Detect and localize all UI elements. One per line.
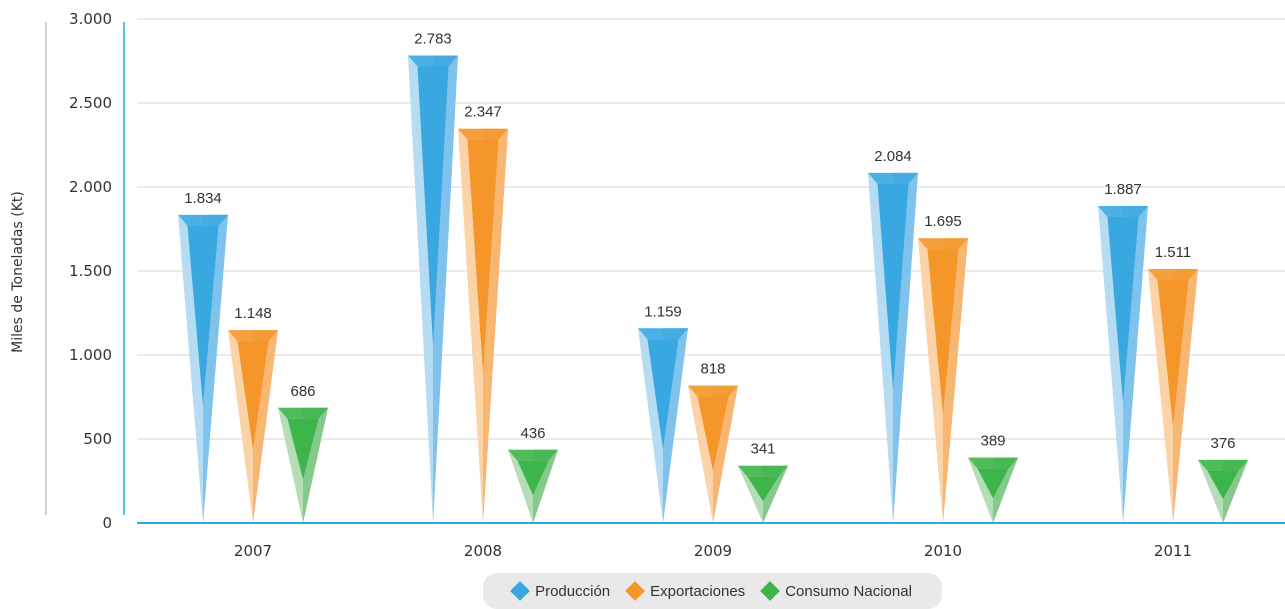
bar-2008-2 (508, 449, 558, 523)
legend-label: Consumo Nacional (785, 582, 912, 600)
x-tick-label: 2007 (234, 542, 272, 560)
x-tick-label: 2010 (924, 542, 962, 560)
data-label: 1.887 (1104, 181, 1142, 198)
bar-2010-2 (968, 457, 1018, 523)
data-label: 436 (520, 425, 545, 442)
data-label: 2.347 (464, 104, 502, 121)
data-label: 1.159 (644, 303, 682, 320)
y-tick-label: 1.500 (69, 262, 112, 280)
data-label: 1.511 (1155, 244, 1191, 261)
x-tick-label: 2009 (694, 542, 732, 560)
y-tick-labels: 0 500 1.000 1.500 2.000 2.500 3.000 (69, 10, 112, 532)
y-tick-label: 2.000 (69, 178, 112, 196)
bar-2009-1 (688, 385, 738, 523)
legend-item-exportaciones[interactable]: Exportaciones (625, 581, 746, 601)
data-label: 1.148 (234, 305, 272, 322)
data-label: 376 (1210, 435, 1235, 452)
legend-label: Exportaciones (650, 582, 746, 600)
y-tick-label: 3.000 (69, 10, 112, 28)
value-labels: 1.834 1.148 686 2.783 2.347 436 1.159 818 341 2.0… (184, 30, 1235, 457)
legend-item-produccion[interactable]: Producción (510, 581, 611, 601)
data-label: 686 (290, 383, 315, 400)
data-label: 818 (700, 361, 725, 378)
bar-2011-1 (1148, 269, 1198, 523)
bar-2007-1 (228, 330, 278, 523)
y-tick-label: 0 (102, 514, 112, 532)
legend: Producción Exportaciones Consumo Naciona… (483, 573, 942, 609)
bar-2011-0 (1098, 205, 1148, 523)
y-tick-label: 500 (83, 430, 112, 448)
x-tick-labels: 2007 2008 2009 2010 2011 (234, 542, 1192, 560)
data-label: 389 (980, 433, 1005, 450)
diamond-icon (625, 581, 646, 601)
bar-2011-2 (1198, 459, 1248, 523)
legend-label: Producción (535, 582, 611, 600)
legend-item-consumo-nacional[interactable]: Consumo Nacional (760, 581, 912, 601)
y-axis-label: Miles de Toneladas (Kt) (10, 191, 26, 353)
bar-2010-0 (868, 172, 918, 523)
data-label: 341 (750, 441, 775, 458)
y-tick-label: 2.500 (69, 94, 112, 112)
diamond-icon (510, 581, 530, 601)
y-tick-label: 1.000 (69, 346, 112, 364)
x-tick-label: 2011 (1154, 542, 1192, 560)
bar-2008-1 (458, 128, 508, 524)
bar-2010-1 (918, 238, 968, 524)
bar-2009-2 (738, 465, 788, 523)
bar-2007-2 (278, 407, 328, 523)
x-tick-label: 2008 (464, 542, 502, 560)
bar-2007-0 (178, 214, 228, 523)
bar-2009-0 (638, 328, 688, 523)
data-label: 2.783 (414, 30, 452, 47)
diamond-icon (760, 581, 781, 601)
data-label: 2.084 (874, 148, 912, 165)
data-label: 1.695 (924, 213, 962, 230)
chart: Miles de Toneladas (Kt) 0 500 1.000 1.500 2.… (10, 10, 1285, 560)
data-label: 1.834 (184, 190, 222, 207)
bar-2008-0 (408, 55, 458, 524)
bars (178, 55, 1248, 524)
